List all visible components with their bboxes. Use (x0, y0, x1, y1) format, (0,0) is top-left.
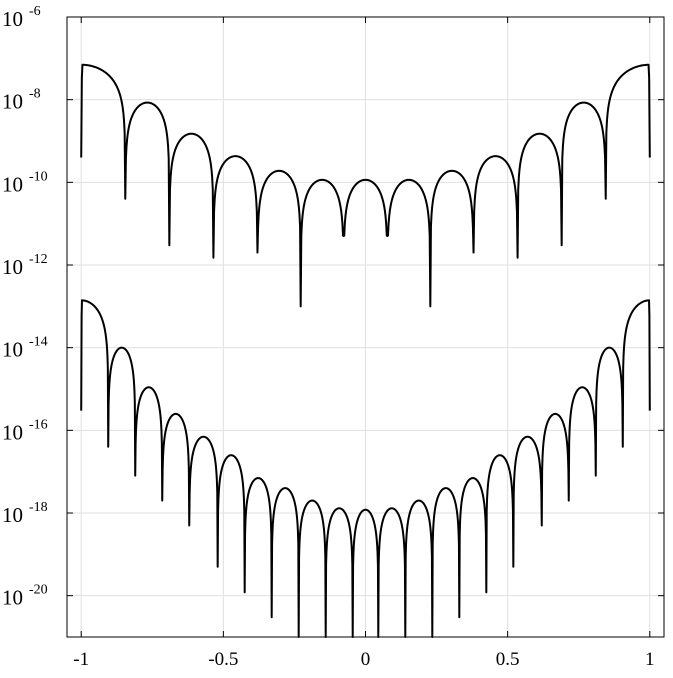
y-tick-base: 10 (2, 255, 23, 279)
x-tick-label: -0.5 (208, 649, 238, 670)
y-tick-label: 10 -8 (2, 87, 41, 114)
y-tick-base: 10 (2, 172, 23, 196)
y-tick-exponent: -14 (29, 335, 48, 350)
y-tick-exponent: -10 (29, 169, 48, 184)
y-tick-label: 10 -14 (2, 335, 48, 362)
y-tick-label: 10 -10 (2, 169, 48, 196)
grid-layer (67, 16, 664, 637)
y-tick-base: 10 (2, 7, 23, 31)
y-tick-base: 10 (2, 338, 23, 362)
y-tick-exponent: -16 (29, 417, 48, 432)
series-line-1 (80, 63, 651, 308)
y-tick-base: 10 (2, 586, 23, 610)
x-tick-label: -1 (73, 649, 89, 670)
x-tick-label: 1 (645, 649, 655, 670)
y-tick-base: 10 (2, 90, 23, 114)
y-tick-label: 10 -6 (2, 4, 41, 31)
y-tick-exponent: -12 (29, 252, 48, 267)
x-tick-label: 0.5 (496, 649, 520, 670)
y-tick-exponent: -20 (29, 583, 48, 598)
y-tick-exponent: -6 (29, 4, 41, 19)
y-tick-label: 10 -16 (2, 417, 48, 444)
x-tick-label: 0 (361, 649, 371, 670)
y-tick-base: 10 (2, 420, 23, 444)
tick-layer (67, 16, 664, 637)
y-tick-base: 10 (2, 503, 23, 527)
y-tick-exponent: -8 (29, 87, 41, 102)
y-tick-exponent: -18 (29, 500, 48, 515)
series-layer (80, 63, 651, 638)
y-tick-label: 10 -18 (2, 500, 48, 527)
series-line-2 (80, 299, 651, 638)
y-tick-label: 10 -20 (2, 583, 48, 610)
y-tick-label: 10 -12 (2, 252, 48, 279)
